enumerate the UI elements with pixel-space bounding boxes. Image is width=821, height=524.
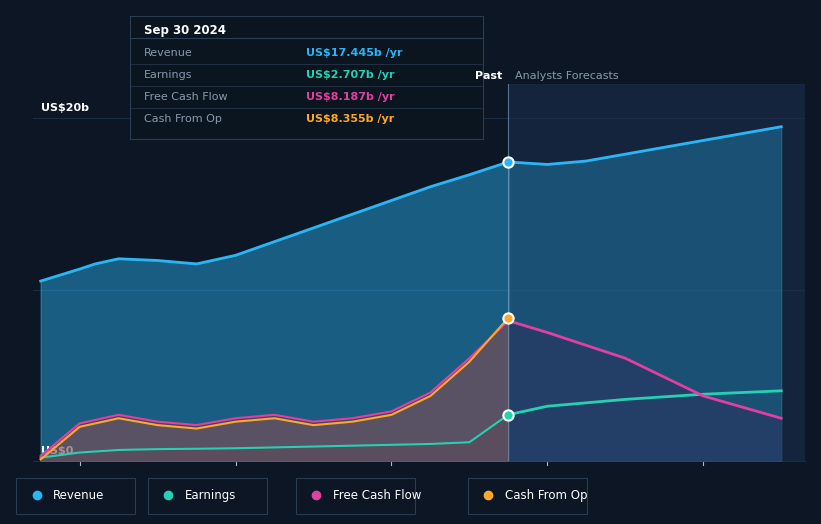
Text: US$8.355b /yr: US$8.355b /yr — [306, 114, 394, 124]
Text: US$17.445b /yr: US$17.445b /yr — [306, 48, 403, 58]
Text: Revenue: Revenue — [53, 489, 105, 501]
Bar — [508, 84, 805, 461]
Text: Free Cash Flow: Free Cash Flow — [144, 92, 227, 102]
Text: Earnings: Earnings — [185, 489, 236, 501]
Text: Cash From Op: Cash From Op — [144, 114, 222, 124]
Text: US$8.187b /yr: US$8.187b /yr — [306, 92, 395, 102]
Point — [502, 314, 515, 322]
Text: Earnings: Earnings — [144, 70, 192, 80]
Text: US$20b: US$20b — [40, 103, 89, 113]
Text: Cash From Op: Cash From Op — [505, 489, 587, 501]
Text: Revenue: Revenue — [144, 48, 193, 58]
Text: Past: Past — [475, 71, 502, 81]
Text: US$0: US$0 — [40, 446, 73, 456]
Point — [502, 158, 515, 166]
Text: Sep 30 2024: Sep 30 2024 — [144, 24, 226, 37]
Text: US$2.707b /yr: US$2.707b /yr — [306, 70, 395, 80]
Text: Analysts Forecasts: Analysts Forecasts — [515, 71, 618, 81]
Point — [502, 410, 515, 419]
Text: Free Cash Flow: Free Cash Flow — [333, 489, 421, 501]
